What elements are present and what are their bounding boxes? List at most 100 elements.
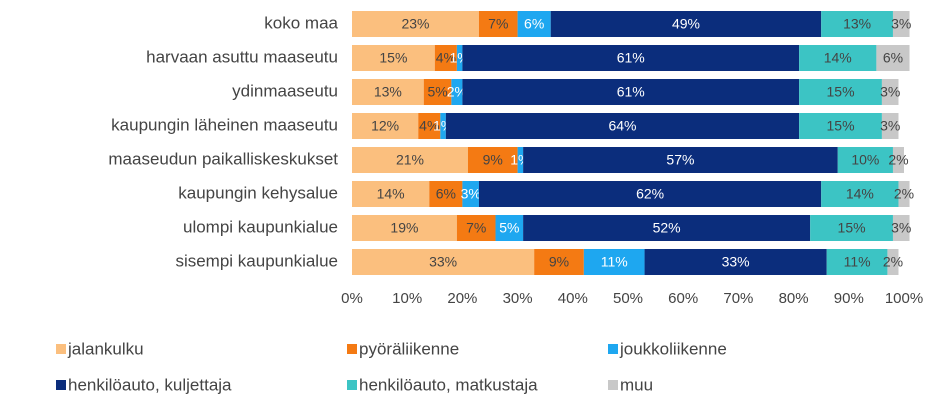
bar-segment [462,181,479,207]
value-label: 64% [608,118,636,134]
value-label: 13% [374,84,402,100]
value-label: 13% [843,16,871,32]
value-label: 11% [601,254,628,270]
value-label: 2% [883,254,903,270]
x-tick-label: 70% [723,290,753,307]
bar-segment [352,79,424,105]
bar-segment [352,249,535,275]
bar-segment [456,45,463,71]
x-tick-label: 30% [503,290,533,307]
value-label: 52% [653,220,681,236]
value-label: 19% [390,220,418,236]
x-tick-label: 100% [885,290,923,307]
category-label: ydinmaaseutu [232,81,338,100]
bar-segment [799,113,882,139]
value-label: 6% [883,50,903,66]
bar-segment [352,215,457,241]
bar-segment [445,113,800,139]
value-label: 3% [880,118,900,134]
value-label: 49% [672,16,700,32]
value-label: 15% [838,220,866,236]
legend-label: pyöräliikenne [359,339,459,358]
legend-swatch [56,344,66,354]
value-label: 2% [888,152,908,168]
legend-swatch [608,380,618,390]
x-tick-label: 80% [779,290,809,307]
bar-segment [898,181,910,207]
bar-segment [462,45,800,71]
value-label: 62% [636,186,664,202]
bar-segment [352,147,468,173]
value-label: 9% [483,152,503,168]
bar-segment [440,113,446,139]
category-label: harvaan asuttu maaseutu [146,47,338,66]
bar-segment [892,11,910,37]
value-label: 14% [846,186,874,202]
category-label: ulompi kaupunkialue [183,217,338,236]
value-label: 9% [549,254,569,270]
value-label: 33% [429,254,457,270]
value-label: 61% [617,50,645,66]
bar-segment [434,45,457,71]
bar-segment [523,215,811,241]
category-label: sisempi kaupunkialue [175,251,338,270]
bar-segment [799,45,877,71]
value-label: 21% [396,152,424,168]
bar-segment [418,113,441,139]
bar-segment [451,79,463,105]
bar-segment [534,249,584,275]
category-label: koko maa [264,13,338,32]
bar-segment [799,79,882,105]
value-label: 15% [827,118,855,134]
value-label: 2% [894,186,914,202]
legend-label: henkilöauto, matkustaja [359,375,538,394]
bar-segment [495,215,524,241]
value-label: 4% [419,118,439,134]
x-tick-label: 90% [834,290,864,307]
bar-segment [583,249,645,275]
bar-segment [517,11,551,37]
bar-segment [467,147,518,173]
bar-segment [881,79,899,105]
legend-label: henkilöauto, kuljettaja [68,375,232,394]
bar-segment [821,181,899,207]
bar-segment [550,11,822,37]
value-label: 6% [436,186,456,202]
value-label: 3% [891,220,911,236]
value-label: 33% [722,254,750,270]
x-tick-label: 10% [392,290,422,307]
value-label: 7% [488,16,508,32]
value-label: 6% [524,16,544,32]
bar-segment [423,79,452,105]
x-tick-label: 0% [341,290,363,307]
category-label: kaupungin läheinen maaseutu [111,115,338,134]
bar-segment [826,249,888,275]
value-label: 10% [851,152,879,168]
legend-label: jalankulku [67,339,144,358]
value-label: 15% [379,50,407,66]
bar-segment [892,147,904,173]
bar-segment [644,249,827,275]
value-label: 5% [427,84,447,100]
bar-segment [887,249,899,275]
bar-segment [352,113,419,139]
bar-segment [456,215,496,241]
legend-label: joukkoliikenne [619,339,727,358]
bar-segment [837,147,893,173]
category-label: kaupungin kehysalue [178,183,338,202]
value-label: 4% [436,50,456,66]
bar-segment [352,45,435,71]
value-label: 14% [377,186,405,202]
value-label: 61% [617,84,645,100]
bar-segment [352,181,430,207]
value-label: 11% [844,254,871,270]
bar-segment [821,11,893,37]
x-tick-label: 50% [613,290,643,307]
bar-segment [478,181,822,207]
legend-swatch [347,380,357,390]
x-tick-label: 40% [558,290,588,307]
legend-swatch [608,344,618,354]
legend-swatch [347,344,357,354]
bar-segment [478,11,518,37]
value-label: 3% [880,84,900,100]
